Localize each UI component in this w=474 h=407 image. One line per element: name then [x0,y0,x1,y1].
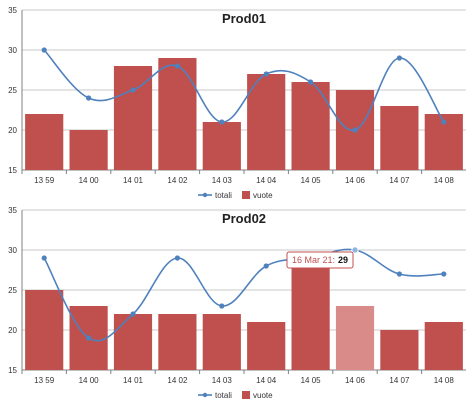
line-point [396,55,402,61]
legend-label-vuote: vuote [253,191,273,200]
x-tick-label: 14 07 [389,376,410,385]
x-tick-label: 14 00 [79,376,100,385]
line-point [308,79,314,85]
line-point [174,255,180,261]
x-tick-label: 13 59 [34,376,55,385]
y-tick-label: 20 [8,326,17,335]
legend: totali vuote [198,191,273,200]
tooltip: 16 Mar 21: 29 [286,251,354,269]
y-tick-label: 25 [8,286,17,295]
bar [291,258,330,370]
bar [335,306,375,370]
bar [380,330,419,370]
chart-1: 15 20 25 30 35 Prod01 13 59 14 00 14 01 14 02 14 0… [8,6,466,200]
x-tick-label: 14 02 [167,376,188,385]
x-tick-label: 14 08 [434,176,455,185]
line-point [219,303,225,309]
line-point [130,87,136,93]
legend: totali vuote [198,391,273,400]
line-point [396,271,402,277]
bar [202,314,241,370]
line-point [86,95,92,101]
y-tick-label: 20 [8,126,17,135]
x-tick-label: 14 01 [123,176,144,185]
bar [291,82,330,170]
legend-dot-icon [202,392,208,398]
x-tick-label: 14 05 [301,176,322,185]
y-tick-label: 35 [8,206,17,215]
bar [247,322,286,370]
tooltip-box [286,251,354,269]
chart-2: 15 20 25 30 35 Prod02 13 59 14 00 14 01 14 02 14 0… [8,206,466,400]
x-tick-label: 14 01 [123,376,144,385]
x-tick-label: 14 05 [301,376,322,385]
legend-label-totali: totali [215,391,232,400]
line-point [86,335,92,341]
y-tick-label: 35 [8,6,17,15]
bar [25,290,64,370]
series-line-totali [43,49,445,131]
bar [113,314,153,370]
highlight-point [351,246,359,254]
x-tick-label: 14 06 [345,376,366,385]
x-tick-label: 14 02 [167,176,188,185]
bar [424,322,463,370]
line-point [352,127,358,133]
x-tick-label: 14 04 [256,176,277,185]
line-point [263,263,269,269]
x-tick-label: 14 03 [212,176,233,185]
legend-dot-icon [202,192,208,198]
x-tick-label: 14 03 [212,376,233,385]
x-tick-label: 13 59 [34,176,55,185]
y-tick-label: 30 [8,246,17,255]
legend-label-totali: totali [215,191,232,200]
y-tick-label: 15 [8,366,17,375]
bar [158,58,197,170]
legend-bar-icon [242,191,250,199]
line-point [263,71,269,77]
line-point [41,47,47,53]
x-tick-label: 14 00 [79,176,100,185]
y-tick-label: 25 [8,86,17,95]
line-point [41,255,47,261]
bar [247,74,286,170]
bar [158,314,197,370]
tooltip-date: 16 Mar 21: [292,255,335,265]
bar [25,114,64,170]
bar [113,66,153,170]
bar [202,122,241,170]
series-line-totali [43,248,444,342]
legend-bar-icon [242,391,250,399]
y-tick-label: 30 [8,46,17,55]
line-point [441,119,447,125]
y-tick-label: 15 [8,166,17,175]
bar [69,130,108,170]
legend-label-vuote: vuote [253,391,273,400]
line-point [441,271,447,277]
line-point [174,63,180,69]
x-tick-label: 14 04 [256,376,277,385]
chart-title: Prod02 [222,211,266,226]
x-tick-label: 14 07 [389,176,410,185]
line-point [219,119,225,125]
tooltip-value: 29 [338,255,348,265]
line-point [130,311,136,317]
x-tick-label: 14 06 [345,176,366,185]
chart-title: Prod01 [222,11,266,26]
x-tick-label: 14 08 [434,376,455,385]
bar [380,106,419,170]
